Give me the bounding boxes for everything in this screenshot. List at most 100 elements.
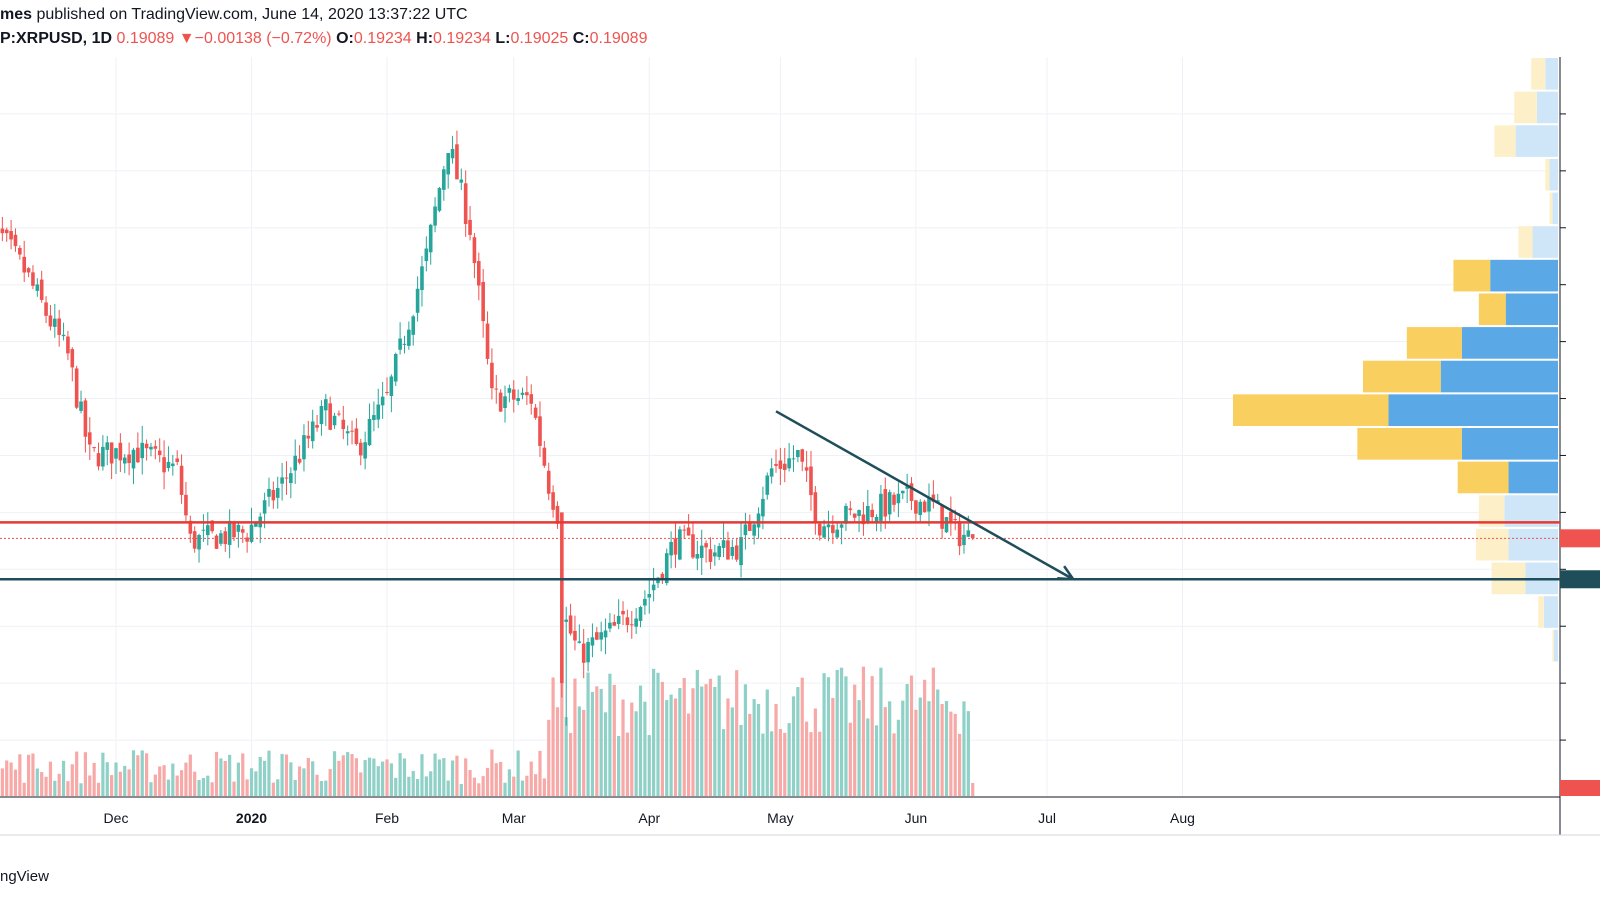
volume-bar bbox=[223, 760, 227, 796]
volume-bar bbox=[13, 769, 18, 796]
volume-bar bbox=[726, 698, 730, 796]
candle-body bbox=[70, 349, 75, 368]
volume-bar bbox=[284, 754, 289, 796]
volume-bar bbox=[923, 679, 927, 796]
candle-body bbox=[101, 446, 105, 467]
volume-profile-down-bar bbox=[1357, 428, 1462, 460]
candle-body bbox=[188, 520, 193, 534]
volume-bar bbox=[354, 758, 359, 796]
volume-bar bbox=[512, 776, 516, 796]
candle-body bbox=[520, 392, 525, 395]
candle-body bbox=[166, 461, 171, 469]
symbol-label[interactable]: P:XRPUSD, 1D bbox=[0, 30, 113, 47]
volume-bar bbox=[455, 755, 459, 796]
volume-bar bbox=[538, 750, 542, 796]
candle-body bbox=[918, 501, 923, 515]
volume-profile-up-bar bbox=[1508, 528, 1558, 561]
low-label: L: bbox=[495, 30, 511, 47]
volume-bar bbox=[394, 777, 398, 796]
candle-body bbox=[713, 552, 717, 557]
volume-bar bbox=[66, 781, 70, 796]
candle-body bbox=[293, 455, 298, 471]
candle-body bbox=[796, 450, 800, 458]
volume-profile-down-bar bbox=[1545, 158, 1550, 191]
candle-body bbox=[551, 492, 555, 510]
volume-bar bbox=[44, 776, 48, 796]
volume-bar bbox=[586, 672, 590, 796]
candle-body bbox=[761, 498, 765, 517]
volume-bar bbox=[638, 685, 643, 796]
volume-bar bbox=[346, 752, 350, 796]
volume-bar bbox=[896, 719, 901, 796]
volume-profile-up-bar bbox=[1552, 192, 1558, 225]
volume-bar bbox=[791, 696, 796, 796]
candle-body bbox=[542, 447, 547, 466]
candle-body bbox=[184, 494, 188, 516]
volume-bar bbox=[883, 707, 887, 796]
volume-profile-up-bar bbox=[1536, 91, 1558, 124]
volume-profile-up-bar bbox=[1549, 158, 1558, 191]
volume-bar bbox=[936, 689, 940, 796]
volume-bar bbox=[219, 758, 223, 796]
volume-bar bbox=[236, 762, 240, 796]
author-name[interactable]: mes bbox=[0, 6, 33, 23]
volume-bar bbox=[31, 753, 35, 796]
volume-bar bbox=[114, 762, 118, 796]
volume-bar bbox=[783, 732, 787, 796]
candle-body bbox=[577, 641, 582, 643]
volume-bar bbox=[245, 779, 249, 796]
volume-bar bbox=[389, 763, 393, 796]
volume-bar bbox=[735, 670, 739, 796]
volume-bar bbox=[564, 717, 568, 796]
candle-body bbox=[695, 554, 700, 559]
candle-body bbox=[804, 467, 809, 471]
volume-bar bbox=[267, 750, 271, 796]
volume-bar bbox=[966, 711, 970, 796]
candle-body bbox=[92, 447, 96, 449]
high-label: H: bbox=[416, 30, 434, 47]
candle-body bbox=[647, 594, 652, 598]
x-tick-label: Jun bbox=[905, 810, 928, 826]
candle-body bbox=[595, 632, 599, 640]
candle-body bbox=[944, 517, 949, 533]
volume-bar bbox=[634, 711, 638, 796]
candle-body bbox=[131, 449, 136, 469]
candle-body bbox=[385, 392, 389, 394]
candle-body bbox=[678, 529, 682, 560]
volume-bar bbox=[770, 731, 774, 796]
volume-bar bbox=[123, 765, 127, 796]
candle-body bbox=[18, 247, 22, 255]
candle-body bbox=[306, 435, 311, 439]
volume-bar bbox=[700, 686, 704, 796]
volume-bar bbox=[241, 753, 245, 796]
tradingview-brand[interactable]: ngView bbox=[0, 868, 49, 885]
candle-body bbox=[669, 541, 673, 556]
descending-trendline[interactable] bbox=[775, 410, 1074, 581]
volume-bar bbox=[433, 753, 437, 796]
volume-bar bbox=[201, 777, 206, 796]
candle-body bbox=[442, 169, 446, 190]
volume-bar bbox=[302, 768, 306, 796]
candle-body bbox=[586, 642, 590, 663]
volume-bar bbox=[853, 684, 857, 796]
candle-body bbox=[197, 534, 201, 550]
volume-bar bbox=[739, 724, 743, 796]
volume-bar bbox=[590, 691, 595, 796]
volume-bar bbox=[429, 771, 433, 796]
volume-bar bbox=[437, 759, 442, 796]
candle-body bbox=[529, 394, 534, 404]
volume-bar bbox=[560, 667, 564, 796]
volume-bar bbox=[888, 701, 892, 796]
candle-body bbox=[673, 538, 678, 555]
volume-bar bbox=[529, 761, 533, 796]
candle-body bbox=[455, 144, 459, 180]
candle-body bbox=[922, 501, 927, 513]
volume-bar bbox=[520, 780, 525, 796]
candle-body bbox=[389, 376, 394, 397]
candle-body bbox=[608, 622, 612, 629]
candle-body bbox=[966, 530, 971, 537]
candle-body bbox=[931, 494, 936, 502]
candle-body bbox=[26, 268, 31, 273]
candle-body bbox=[236, 524, 241, 532]
